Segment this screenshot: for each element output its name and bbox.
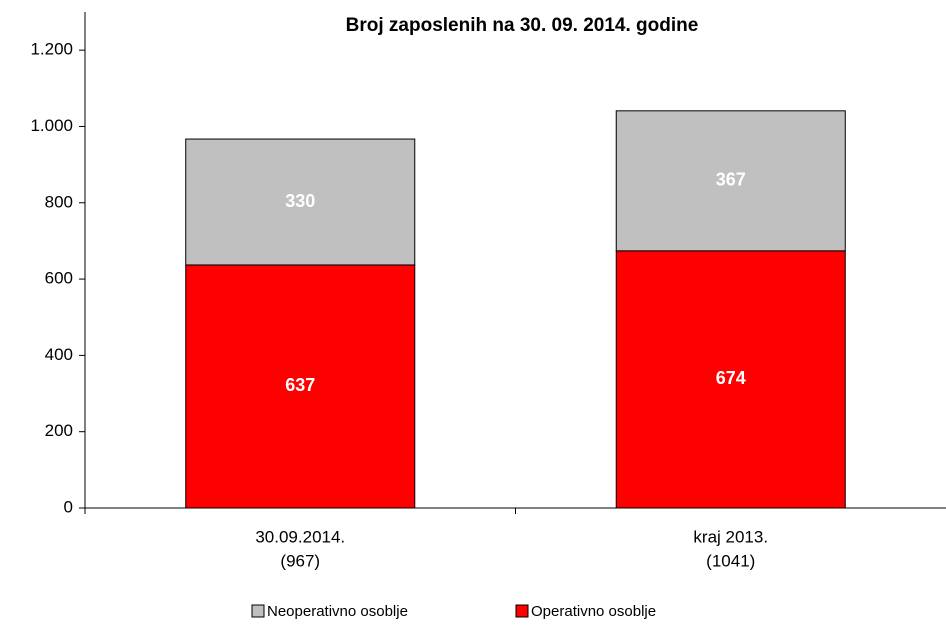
y-tick-label: 400: [45, 345, 73, 364]
bar-segment: [185, 264, 416, 509]
data-label: 330: [285, 191, 315, 211]
data-label: 637: [285, 375, 315, 395]
bar-segment: [615, 250, 846, 509]
x-tick-label: (967): [280, 551, 320, 570]
y-tick-label: 200: [45, 421, 73, 440]
legend-swatch: [515, 604, 529, 618]
y-tick-label: 0: [64, 497, 73, 516]
data-label: 674: [716, 368, 746, 388]
legend-swatch: [251, 604, 265, 618]
y-tick-label: 600: [45, 269, 73, 288]
y-tick-label: 1.200: [30, 40, 73, 59]
x-tick-label: kraj 2013.: [693, 527, 768, 546]
legend-label: Neoperativno osoblje: [267, 603, 408, 620]
x-tick-label: (1041): [706, 551, 755, 570]
data-label: 367: [716, 170, 746, 190]
bar-segment: [185, 138, 416, 266]
y-tick-label: 1.000: [30, 116, 73, 135]
x-tick-label: 30.09.2014.: [255, 527, 345, 546]
bar-segment: [615, 110, 846, 252]
y-tick-label: 800: [45, 192, 73, 211]
chart-title: Broj zaposlenih na 30. 09. 2014. godine: [346, 15, 699, 36]
legend-label: Operativno osoblje: [531, 603, 656, 620]
